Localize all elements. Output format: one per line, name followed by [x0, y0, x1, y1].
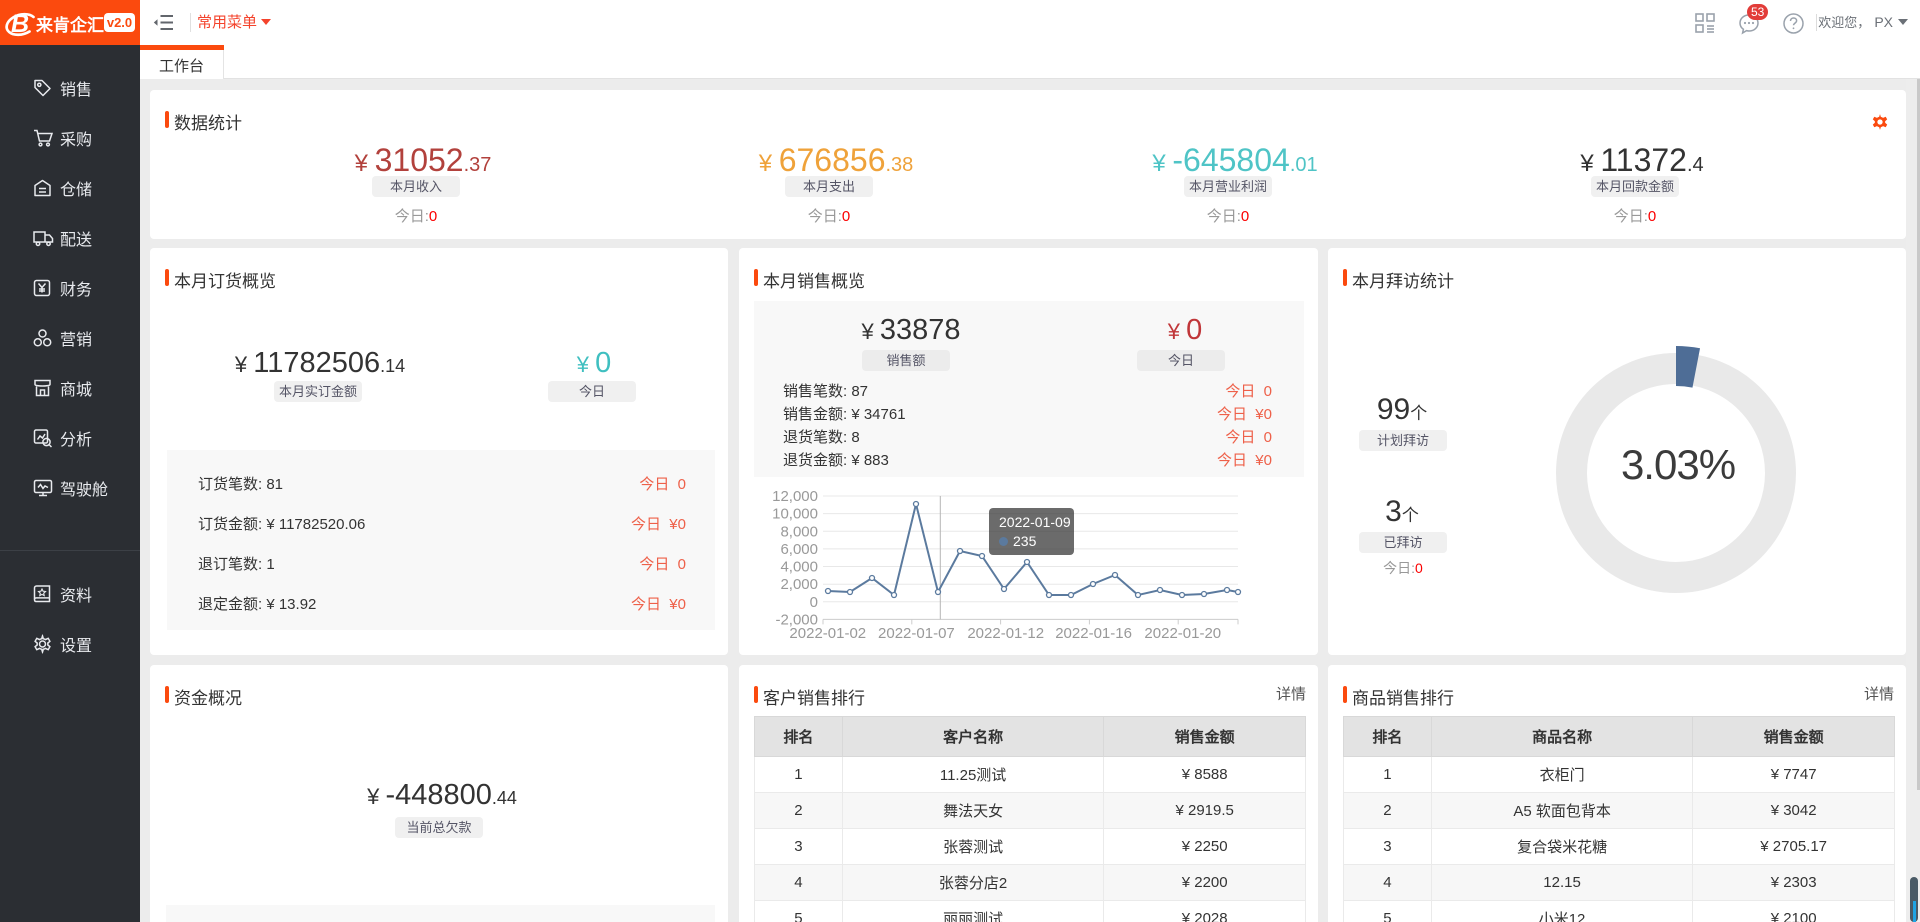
svg-text:2022-01-07: 2022-01-07: [878, 625, 955, 642]
svg-text:8,000: 8,000: [780, 523, 818, 540]
svg-text:2022-01-16: 2022-01-16: [1055, 625, 1132, 642]
svg-text:6,000: 6,000: [780, 541, 818, 558]
svg-text:2022-01-12: 2022-01-12: [967, 625, 1044, 642]
svg-text:0: 0: [810, 594, 818, 611]
svg-text:10,000: 10,000: [772, 506, 818, 523]
svg-text:3.03%: 3.03%: [1621, 441, 1735, 488]
svg-text:-2,000: -2,000: [775, 611, 818, 628]
svg-text:2,000: 2,000: [780, 576, 818, 593]
svg-text:B: B: [11, 10, 29, 38]
svg-text:4,000: 4,000: [780, 559, 818, 576]
svg-text:2022-01-20: 2022-01-20: [1144, 625, 1221, 642]
svg-text:12,000: 12,000: [772, 488, 818, 505]
svg-text:2022-01-02: 2022-01-02: [789, 625, 866, 642]
